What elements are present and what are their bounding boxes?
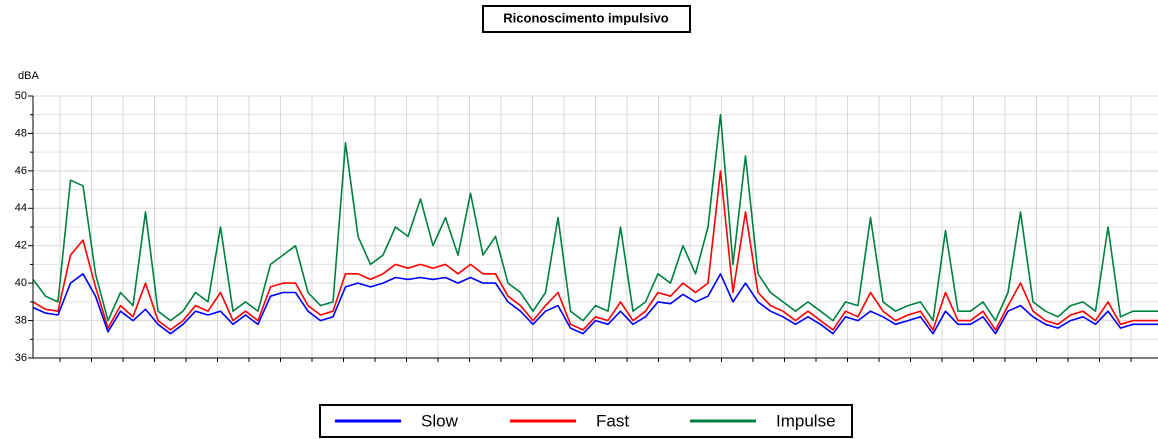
chart-title: Riconoscimento impulsivo [503, 10, 668, 25]
legend-label: Impulse [776, 411, 836, 430]
axis: 36 38 40 42 44 46 48 50 [15, 90, 1158, 364]
y-tick-label: 36 [15, 352, 27, 364]
y-axis-label: dBA [18, 70, 39, 82]
title-box [482, 5, 691, 33]
y-tick-label: 40 [15, 277, 27, 289]
series-line [32, 273, 1158, 335]
legend-label: Slow [421, 411, 459, 430]
y-tick-label: 48 [15, 127, 27, 139]
y-tick-label: 46 [15, 165, 27, 177]
series-line [32, 170, 1158, 331]
legend-label: Fast [596, 411, 629, 430]
legend: Slow Fast Impulse [335, 411, 836, 430]
y-tick-label: 50 [15, 90, 27, 102]
series-line [32, 113, 1158, 322]
grid [33, 95, 1158, 359]
y-tick-label: 42 [15, 240, 27, 252]
y-tick-label: 44 [15, 202, 27, 214]
plot [32, 113, 1158, 335]
y-tick-label: 38 [15, 314, 27, 326]
legend-box [319, 404, 853, 438]
